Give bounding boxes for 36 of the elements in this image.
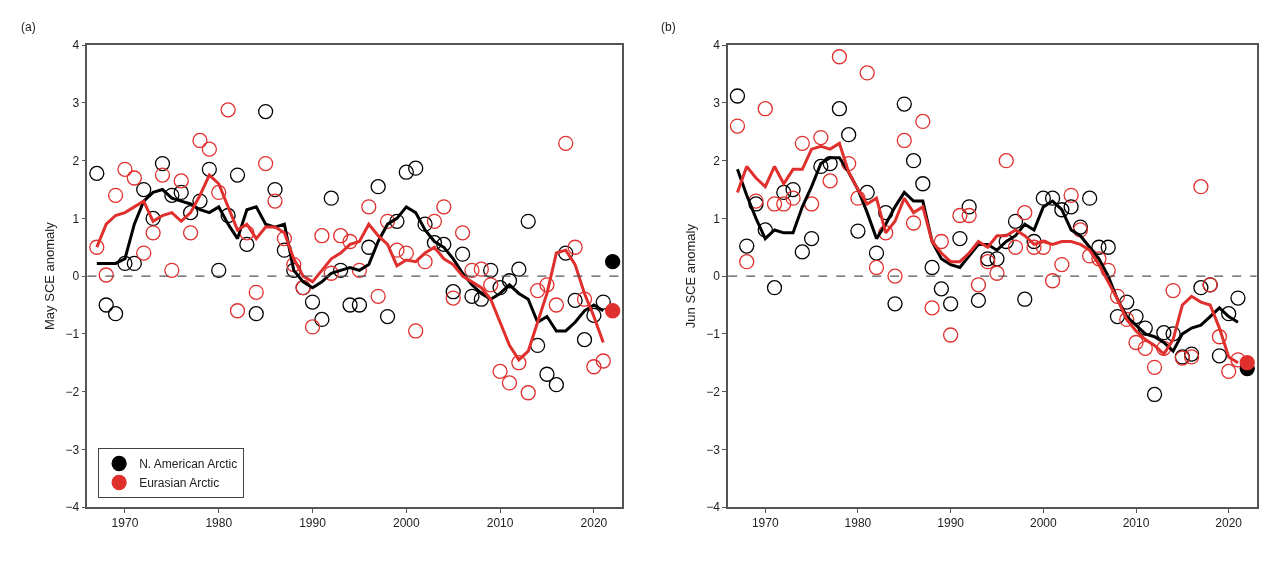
y-tick-label: −2 (65, 384, 80, 399)
x-tick-label: 1990 (299, 516, 327, 531)
y-axis-title: May SCE anomaly (42, 221, 58, 330)
y-tick-label: −3 (706, 442, 721, 457)
x-tick-label: 1980 (205, 516, 233, 531)
y-tick-label: 0 (72, 269, 80, 284)
x-tick-label: 2020 (1215, 516, 1243, 531)
y-tick-label: 4 (72, 38, 80, 53)
x-tick-label: 2020 (580, 516, 608, 531)
x-tick-label: 1980 (844, 516, 872, 531)
y-tick-label: −4 (65, 500, 80, 515)
x-tick-label: 1970 (111, 516, 139, 531)
y-tick-label: 2 (72, 153, 80, 168)
y-tick-label: 0 (713, 269, 721, 284)
x-tick-label: 2000 (1029, 516, 1057, 531)
y-tick-label: 3 (713, 96, 721, 111)
y-tick-label: 2 (713, 153, 721, 168)
y-tick-label: −2 (706, 384, 721, 399)
y-tick-label: 1 (713, 211, 721, 226)
legend-label: Eurasian Arctic (139, 476, 220, 491)
y-tick-label: 1 (72, 211, 80, 226)
chart-title: (a) (21, 20, 36, 34)
y-tick-label: −4 (706, 500, 721, 515)
x-tick-label: 2010 (486, 516, 514, 531)
legend-label: N. American Arctic (139, 457, 238, 472)
y-axis-title: Jun SCE anomaly (682, 223, 698, 329)
chart-title: (b) (661, 20, 676, 34)
x-tick-label: 1970 (751, 516, 779, 531)
y-tick-label: 4 (713, 38, 721, 53)
x-tick-label: 2000 (392, 516, 420, 531)
y-tick-label: −3 (65, 442, 80, 457)
y-tick-label: 3 (72, 96, 80, 111)
x-tick-label: 1990 (937, 516, 965, 531)
y-tick-label: −1 (65, 327, 80, 342)
y-tick-label: −1 (706, 327, 721, 342)
x-tick-label: 2010 (1122, 516, 1150, 531)
